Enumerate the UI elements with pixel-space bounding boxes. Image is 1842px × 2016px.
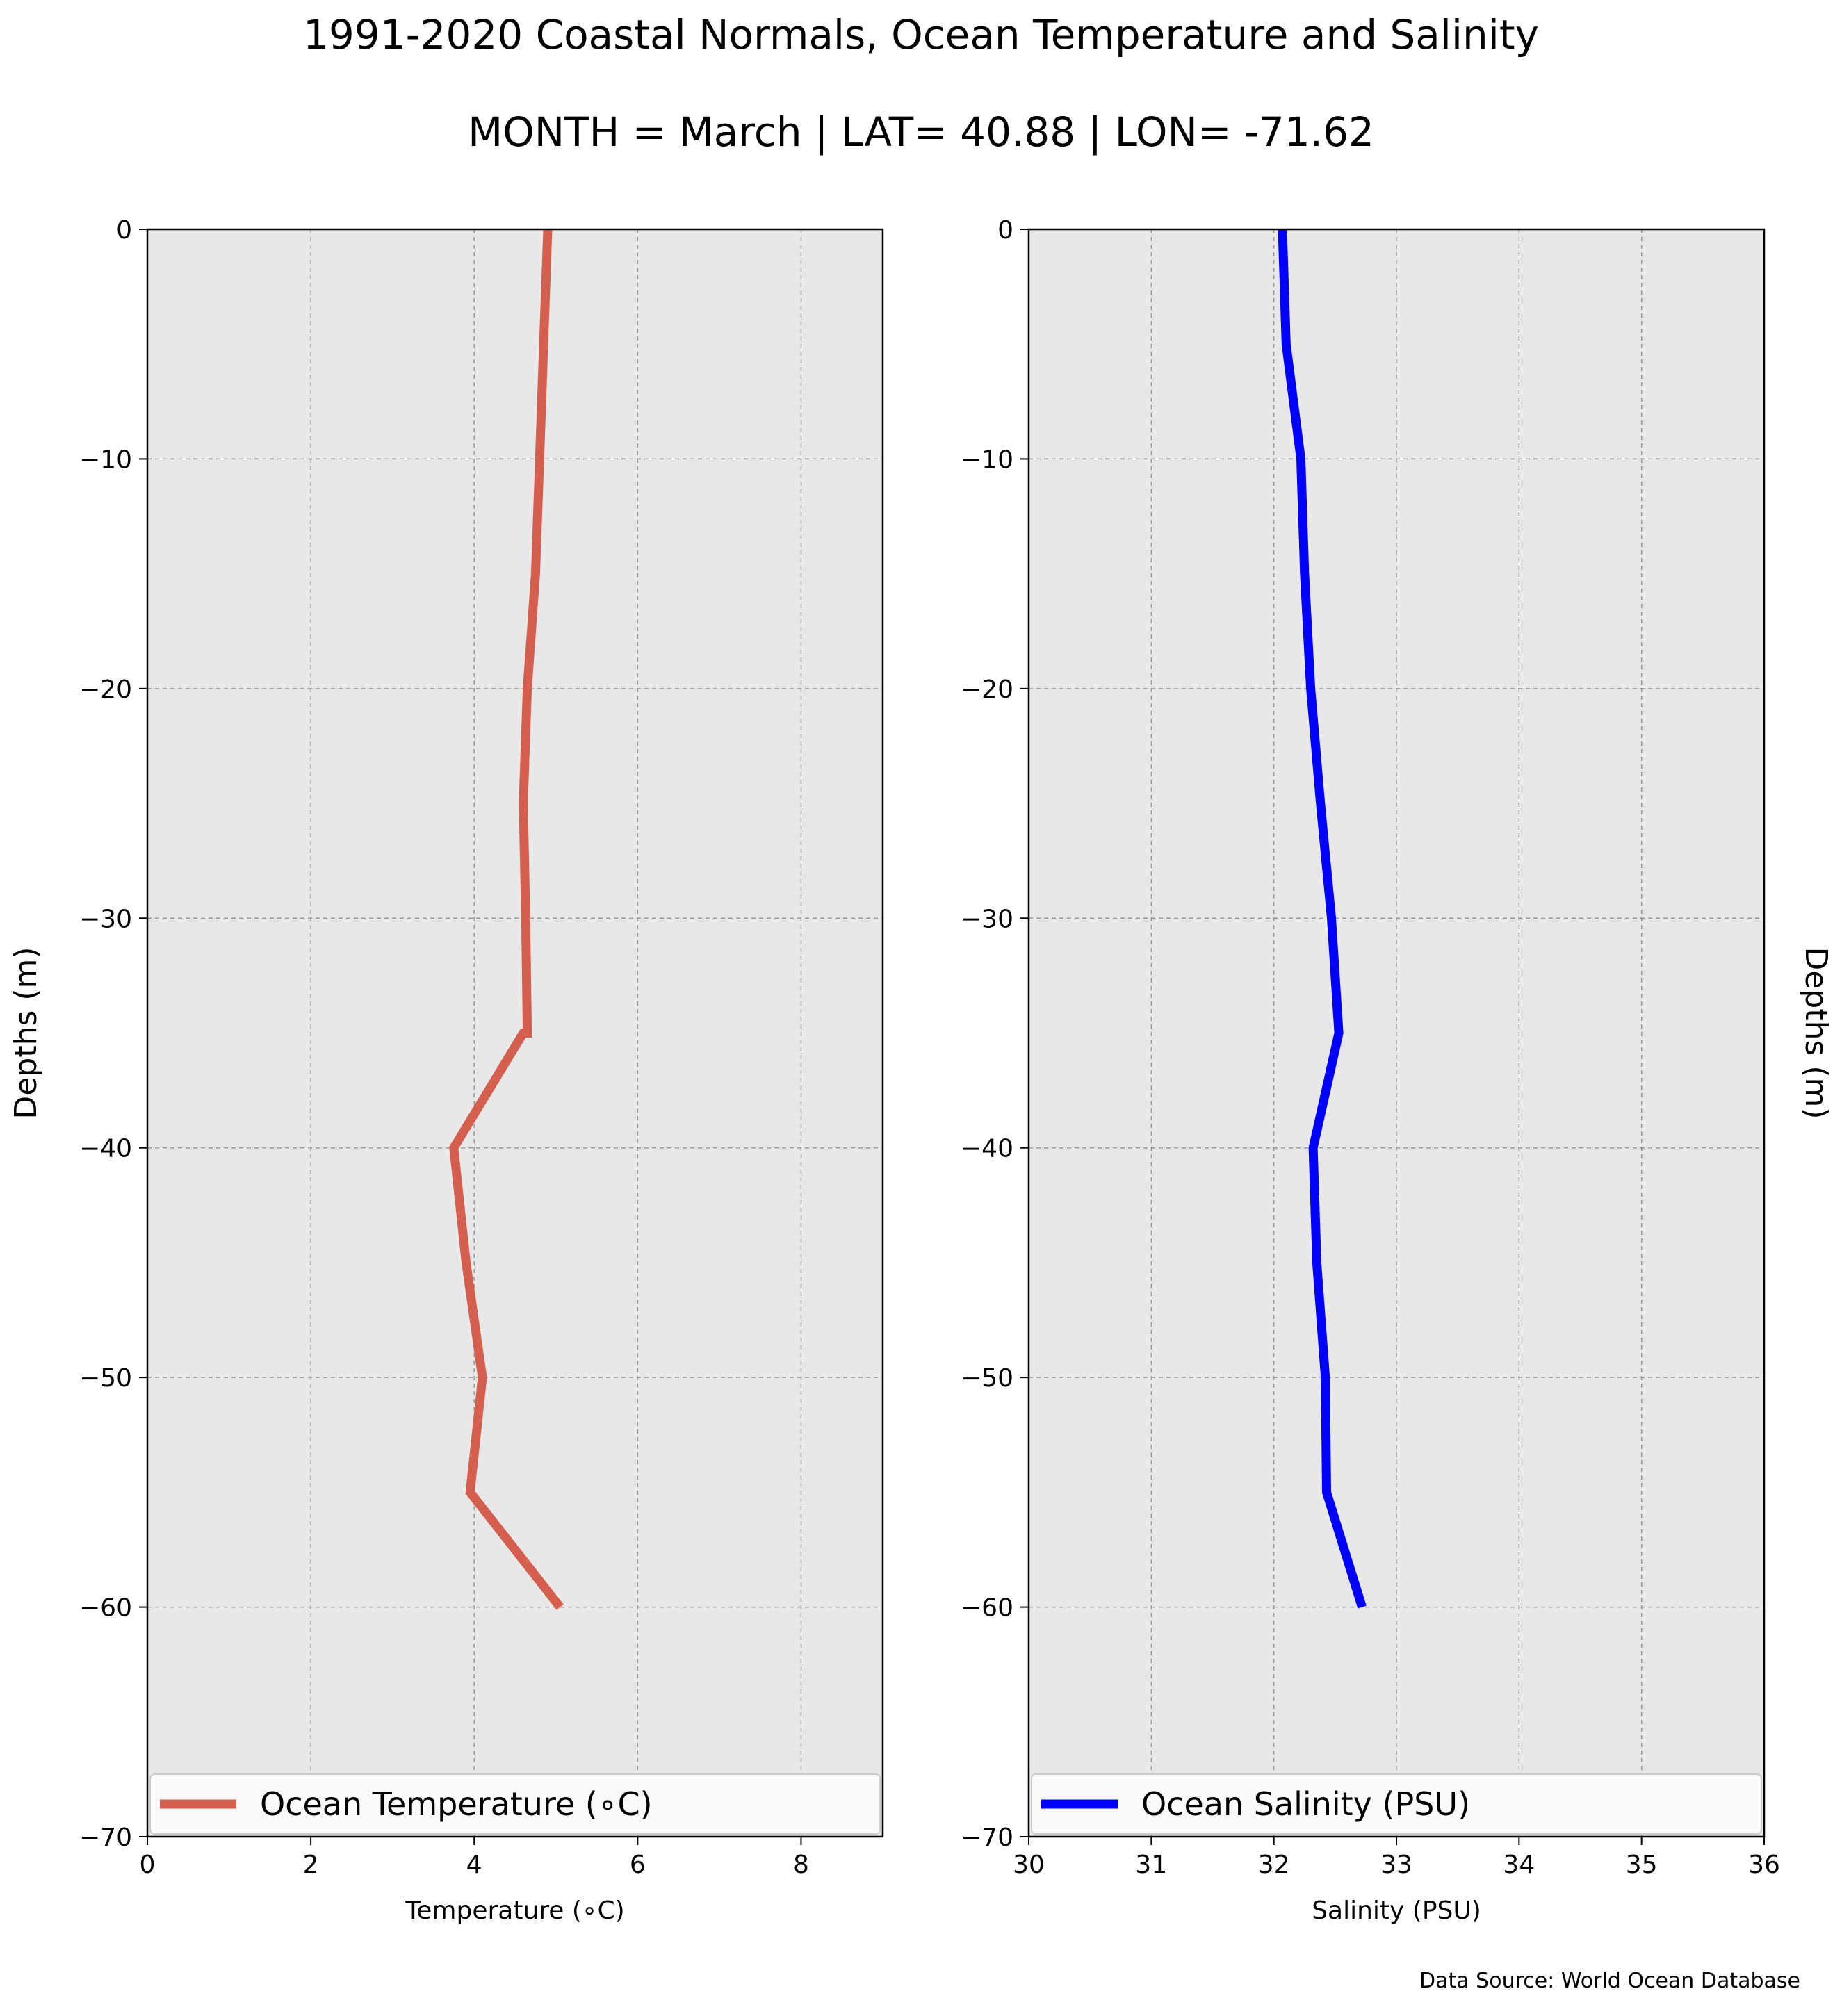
temperature-y-tick-label: −30 <box>79 905 132 933</box>
salinity-x-tick-label: 32 <box>1258 1851 1290 1879</box>
temperature-y-tick-label: −40 <box>79 1135 132 1163</box>
salinity-x-tick-label: 35 <box>1626 1851 1658 1879</box>
temperature-y-tick-label: −70 <box>79 1824 132 1852</box>
salinity-y-tick-label: −30 <box>961 905 1013 933</box>
salinity-x-tick-label: 30 <box>1013 1851 1045 1879</box>
temperature-legend-label: Ocean Temperature (∘C) <box>260 1785 653 1823</box>
temperature-x-tick-label: 4 <box>466 1851 482 1879</box>
temperature-series-line <box>449 229 564 1610</box>
salinity-legend-box <box>1031 1773 1762 1835</box>
salinity-y-tick-label: −40 <box>961 1135 1013 1163</box>
salinity-series-line <box>1278 229 1367 1609</box>
temperature-x-tick-label: 8 <box>793 1851 809 1879</box>
salinity-panel: 30 31 32 33 34 35 36 0 −10 −20 −30 −40 −50 −60 −70 Sali… <box>961 216 1834 1925</box>
temperature-plot-area <box>147 229 883 1837</box>
salinity-x-tick-label: 36 <box>1748 1851 1780 1879</box>
temperature-panel: 0 2 4 6 8 0 −10 −20 −30 −40 −50 −60 −70 Temperature (… <box>8 216 884 1925</box>
temperature-legend: Ocean Temperature (∘C) <box>149 1773 881 1835</box>
temperature-y-tick-label: 0 <box>116 216 132 245</box>
chart-subtitle: MONTH = March | LAT= 40.88 | LON= -71.62 <box>468 108 1374 156</box>
temperature-x-tick-label: 6 <box>630 1851 646 1879</box>
salinity-y-tick-label: 0 <box>997 216 1013 245</box>
temperature-y-tick-label: −10 <box>79 445 132 474</box>
salinity-y-axis-label: Depths (m) <box>1798 946 1834 1119</box>
salinity-y-tick-label: −50 <box>961 1364 1013 1393</box>
salinity-x-tick-label: 34 <box>1503 1851 1535 1879</box>
temperature-x-tick-label: 2 <box>303 1851 319 1879</box>
salinity-y-tick-label: −20 <box>961 675 1013 704</box>
salinity-y-tick-label: −60 <box>961 1594 1013 1623</box>
salinity-legend: Ocean Salinity (PSU) <box>1031 1773 1762 1835</box>
temperature-y-tick-label: −20 <box>79 675 132 704</box>
temperature-x-axis-label: Temperature (∘C) <box>405 1896 624 1925</box>
data-source-note: Data Source: World Ocean Database <box>1419 1969 1800 1993</box>
salinity-x-tick-label: 31 <box>1135 1851 1167 1879</box>
salinity-y-tick-label: −70 <box>961 1824 1013 1852</box>
temperature-y-tick-label: −50 <box>79 1364 132 1393</box>
temperature-x-tick-label: 0 <box>140 1851 156 1879</box>
salinity-legend-label: Ocean Salinity (PSU) <box>1141 1785 1470 1823</box>
salinity-x-tick-label: 33 <box>1380 1851 1412 1879</box>
salinity-y-tick-label: −10 <box>961 445 1013 474</box>
temperature-legend-box <box>149 1773 881 1835</box>
chart-title: 1991-2020 Coastal Normals, Ocean Tempera… <box>303 11 1539 58</box>
temperature-y-axis-label: Depths (m) <box>8 946 44 1119</box>
temperature-y-tick-label: −60 <box>79 1594 132 1623</box>
temperature-axes-frame <box>146 228 884 1838</box>
salinity-x-axis-label: Salinity (PSU) <box>1312 1896 1481 1925</box>
